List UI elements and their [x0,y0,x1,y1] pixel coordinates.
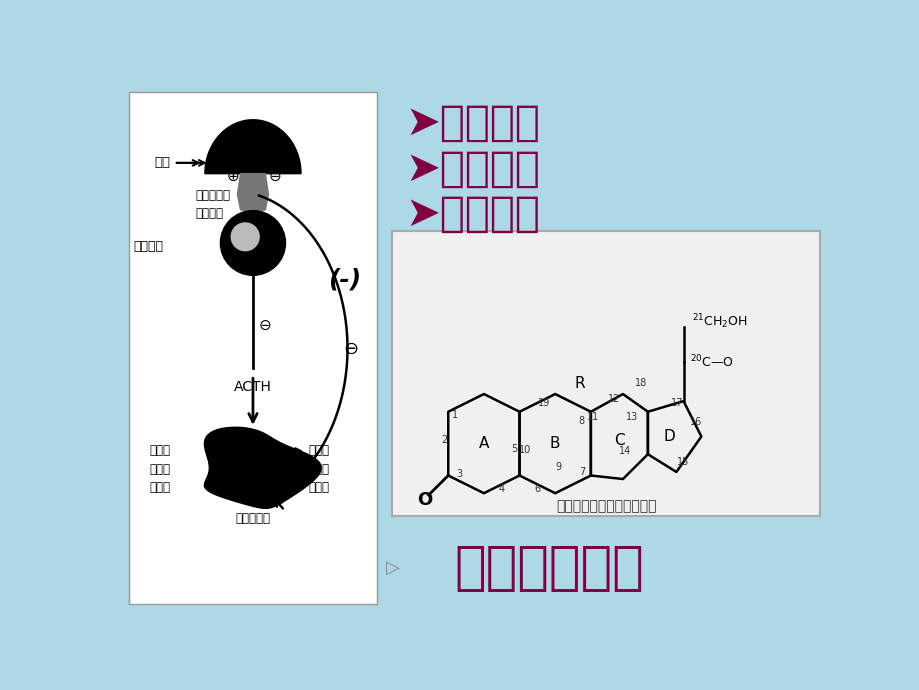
Text: 束状带: 束状带 [150,463,171,476]
Text: 5: 5 [511,444,516,454]
Text: 15: 15 [676,457,689,467]
Text: ➤激素分类: ➤激素分类 [405,102,540,144]
Text: 17: 17 [670,398,683,408]
Text: ➤分泌调节: ➤分泌调节 [405,193,540,235]
Text: ⊖: ⊖ [258,318,271,333]
Text: R: R [574,376,584,391]
Text: 6: 6 [534,484,539,494]
Text: ⊕: ⊕ [226,169,239,184]
Text: 9: 9 [555,462,562,472]
Text: C: C [613,433,624,448]
Text: 雄激素: 雄激素 [309,482,329,494]
Polygon shape [205,120,301,174]
Text: 2: 2 [441,435,448,445]
Text: 垂体前叶: 垂体前叶 [133,239,163,253]
Text: 应激: 应激 [154,157,171,169]
Circle shape [221,210,285,275]
Text: 10: 10 [518,445,530,455]
Text: 8: 8 [578,415,584,426]
Text: ⊖: ⊖ [268,169,280,184]
Polygon shape [204,427,321,509]
Text: A: A [478,436,489,451]
Text: 肾上腺髓质: 肾上腺髓质 [235,512,270,525]
Text: 皮质醇: 皮质醇 [309,463,329,476]
Text: ACTH: ACTH [233,380,272,394]
FancyBboxPatch shape [392,230,820,515]
Text: 促皮质激素
释放因子: 促皮质激素 释放因子 [196,189,231,220]
Text: $^{21}$CH$_2$OH: $^{21}$CH$_2$OH [692,312,747,331]
Text: ▷: ▷ [385,559,399,577]
Text: B: B [550,436,560,451]
Text: $^{20}$C—O: $^{20}$C—O [689,354,733,371]
Text: ⊖: ⊖ [343,339,357,357]
Text: 网状带: 网状带 [150,482,171,494]
Text: 3: 3 [456,469,461,479]
Text: 醴固酱: 醴固酱 [309,444,329,457]
Text: 18: 18 [635,378,647,388]
Text: ➤构效关系: ➤构效关系 [405,148,540,190]
Text: D: D [663,429,675,444]
Text: (-): (-) [327,267,360,291]
Text: 4: 4 [498,484,505,494]
Circle shape [231,223,259,250]
Text: 11: 11 [586,412,598,422]
Polygon shape [237,174,268,211]
Text: 16: 16 [689,417,701,427]
FancyBboxPatch shape [129,92,377,604]
Text: O: O [416,491,432,509]
Text: 环戚烷多氢菲: 环戚烷多氢菲 [454,542,643,594]
Text: 球状带: 球状带 [150,444,171,457]
Text: 13: 13 [625,412,637,422]
Text: 12: 12 [607,395,619,404]
Text: 19: 19 [538,398,550,408]
Text: 1: 1 [452,411,458,420]
Text: 7: 7 [578,467,584,477]
Text: 14: 14 [618,446,630,455]
Text: 肾上腺皮质激素的基本结构: 肾上腺皮质激素的基本结构 [555,500,656,513]
